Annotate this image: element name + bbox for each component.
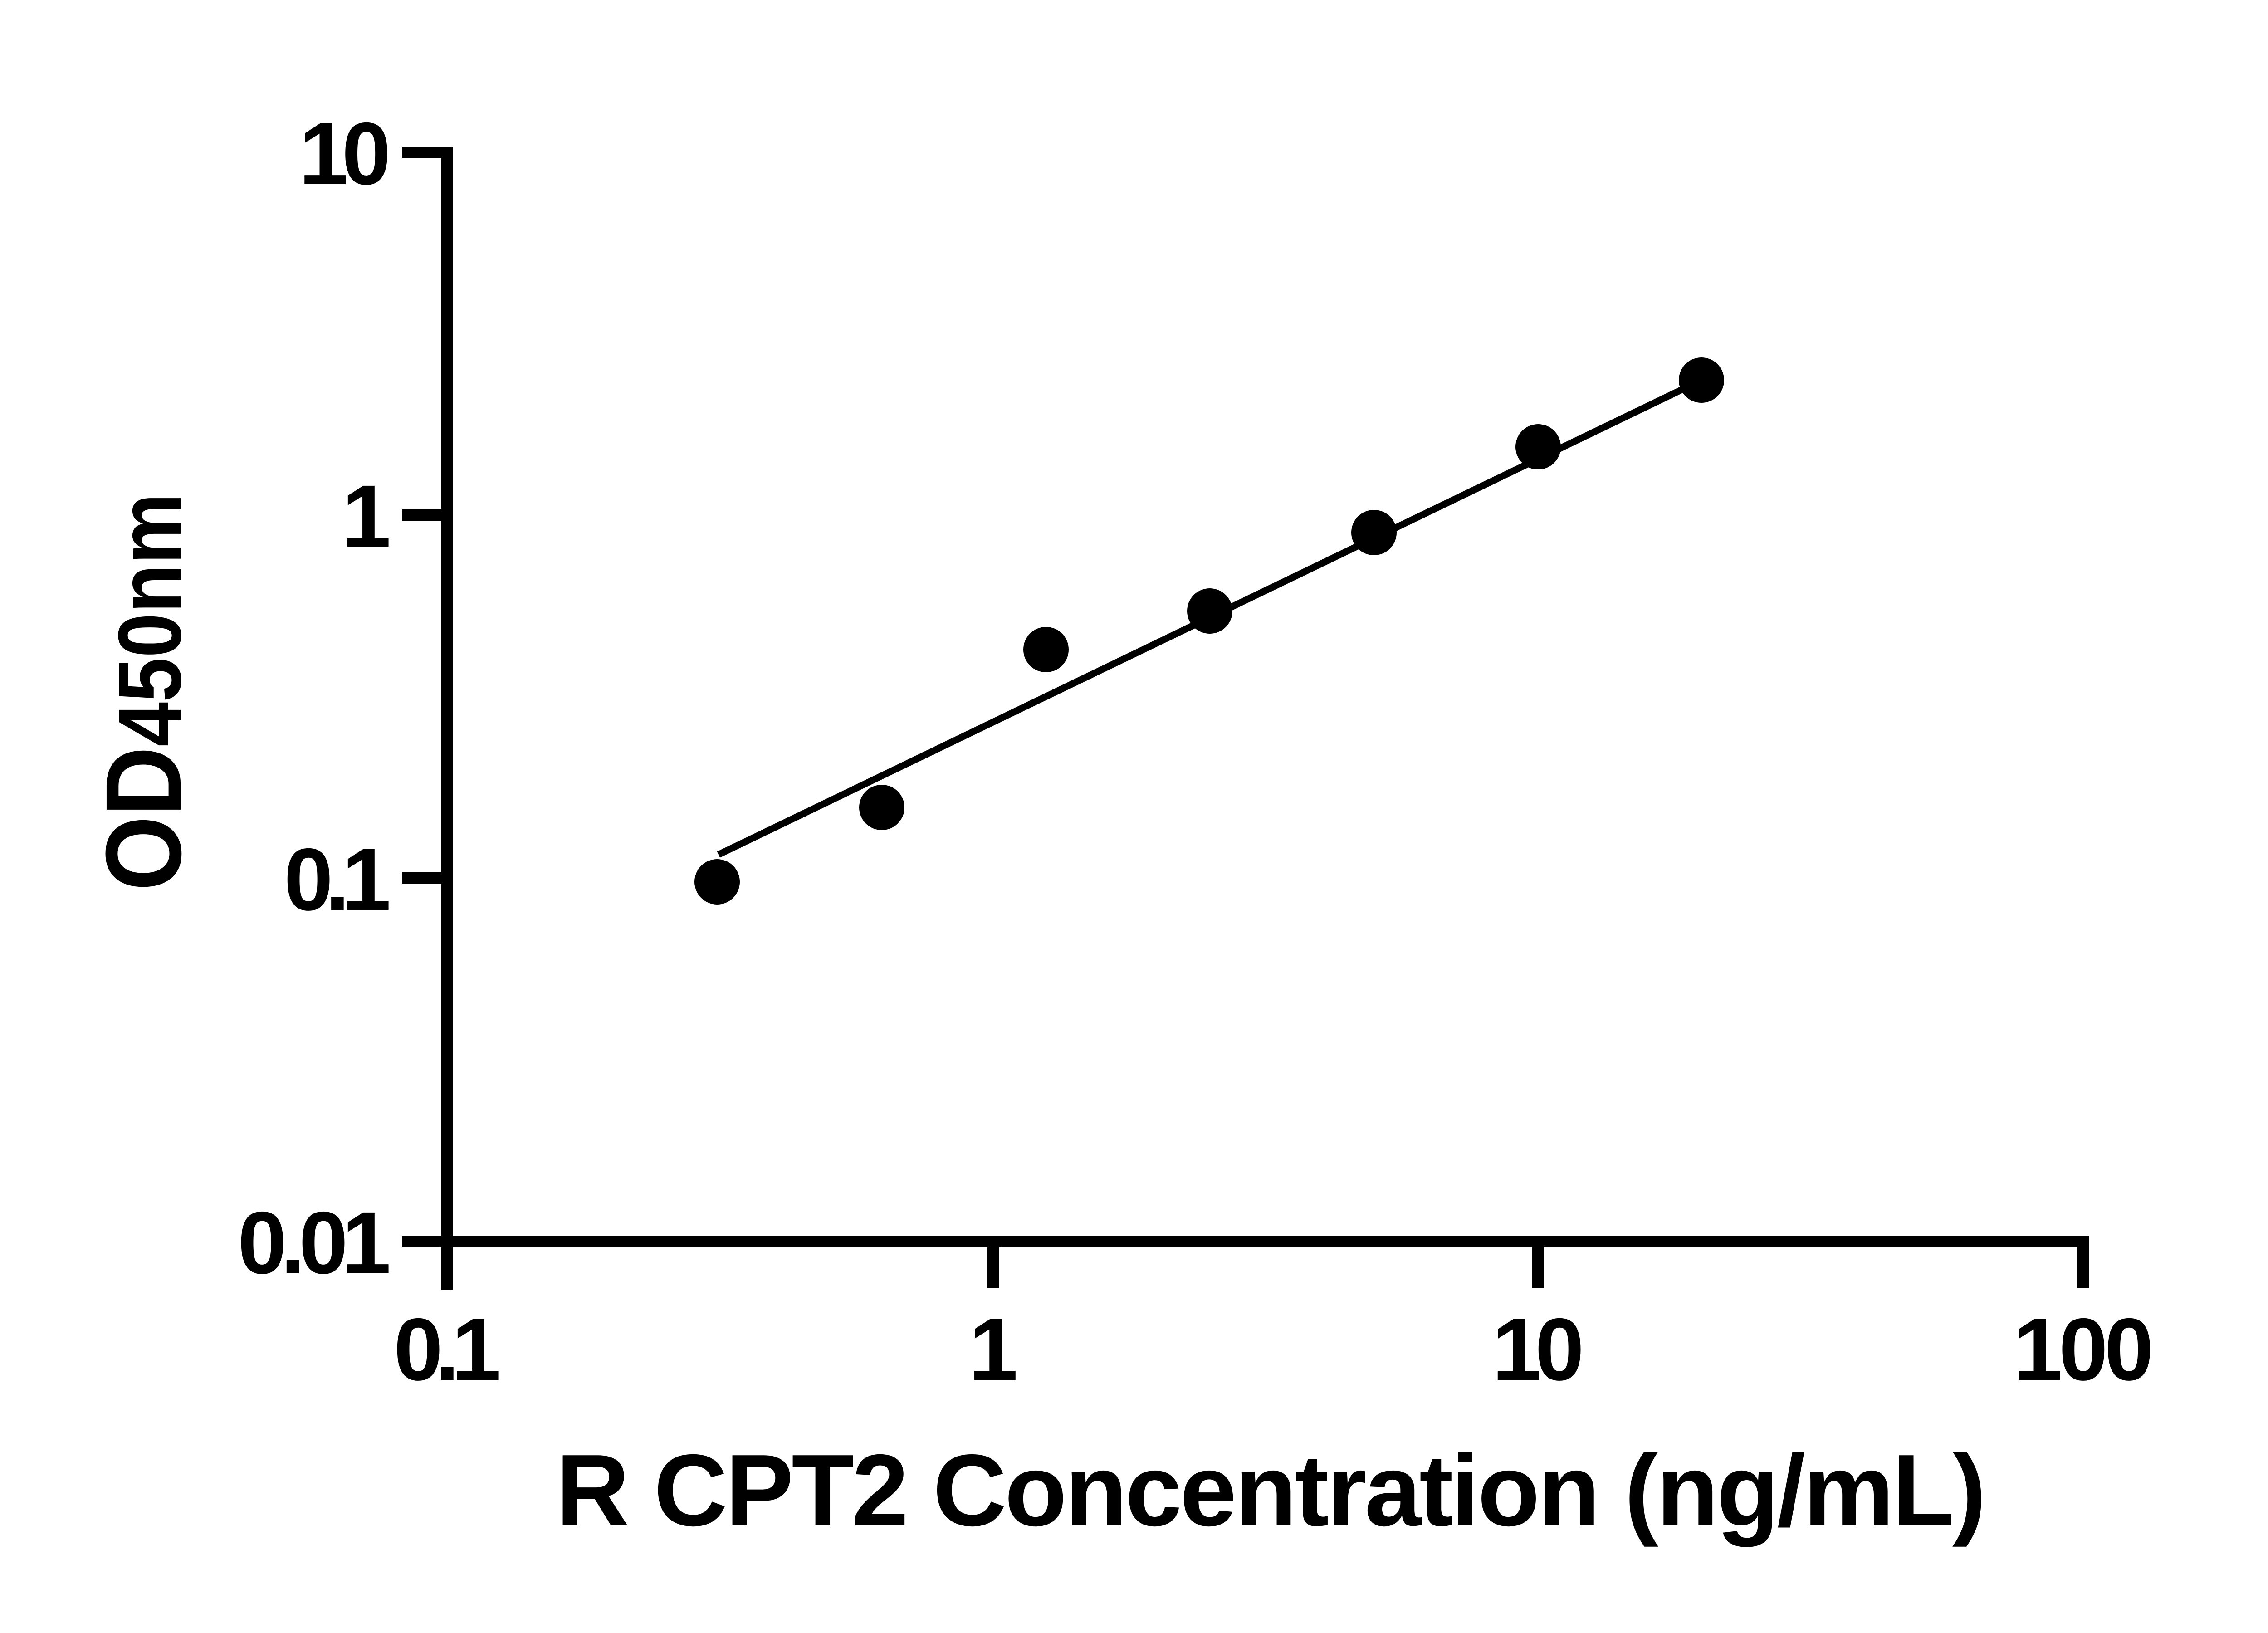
svg-text:0.1: 0.1 bbox=[284, 830, 391, 929]
svg-text:10: 10 bbox=[1492, 1300, 1584, 1399]
svg-text:100: 100 bbox=[2013, 1300, 2154, 1399]
svg-text:0.01: 0.01 bbox=[238, 1193, 391, 1292]
svg-text:OD450nm: OD450nm bbox=[83, 493, 204, 891]
svg-text:0.1: 0.1 bbox=[394, 1300, 501, 1399]
svg-text:10: 10 bbox=[299, 104, 391, 203]
svg-text:1: 1 bbox=[969, 1300, 1018, 1399]
svg-text:1: 1 bbox=[342, 467, 391, 566]
svg-text:R CPT2 Concentration (ng/mL): R CPT2 Concentration (ng/mL) bbox=[556, 1433, 1984, 1547]
